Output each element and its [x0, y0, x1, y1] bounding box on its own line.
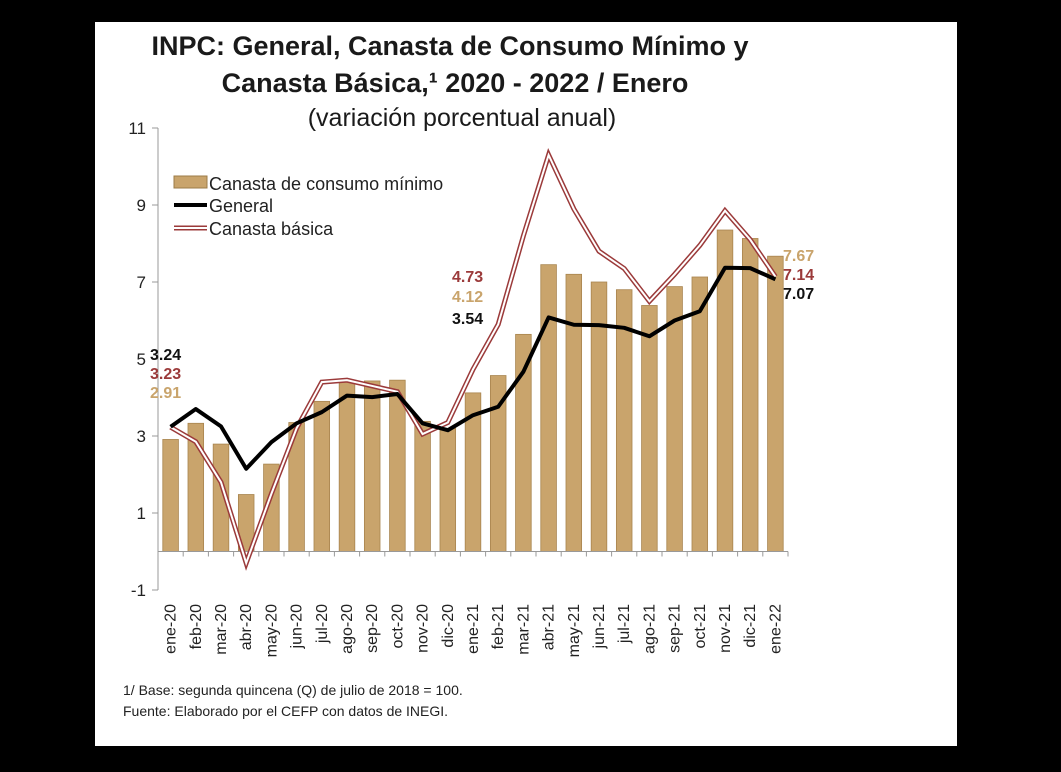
plot-area: -1 1 3 5 7 9 11 ene-20 feb-20 mar-20 abr-20 may-20 j… [128, 119, 789, 657]
x-tick-label: mar-20 [213, 604, 230, 655]
x-tick-label: ene-22 [767, 604, 784, 654]
chart-subtitle: (variación porcentual anual) [308, 104, 617, 132]
y-tick-label: 11 [128, 119, 146, 138]
x-tick-label: abr-20 [238, 604, 255, 650]
x-tick-label: ene-20 [163, 604, 180, 654]
chart-svg: INPC: General, Canasta de Consumo Mínimo… [123, 31, 814, 719]
label-start-basica: 3.23 [150, 366, 181, 383]
label-mid-minimo: 4.12 [452, 289, 483, 306]
bar-dic-21 [741, 238, 759, 552]
x-tick-label: jun-21 [591, 604, 608, 650]
bar-oct-20 [389, 379, 406, 552]
x-tick-label: ene-21 [465, 604, 482, 654]
bar-jun-21 [590, 281, 608, 552]
x-tick-label: jun-20 [289, 604, 306, 650]
series-canasta-basica-inner [170, 152, 777, 567]
label-end-minimo: 7.67 [783, 248, 814, 265]
x-tick-label: may-20 [263, 604, 280, 657]
legend: Canasta de consumo mínimo General Canast… [173, 174, 443, 239]
legend-label-basica: Canasta básica [209, 219, 334, 239]
y-tick-label: 1 [137, 504, 146, 523]
frame-border [1032, 40, 1061, 772]
label-end-general: 7.07 [783, 286, 814, 303]
x-tick-label: feb-21 [490, 604, 507, 649]
legend-label-general: General [209, 196, 273, 216]
x-tick-label: oct-21 [692, 604, 709, 649]
x-tick-label: abr-21 [541, 604, 558, 650]
note-source: Fuente: Elaborado por el CEFP con datos … [123, 703, 448, 719]
x-tick-label: may-21 [566, 604, 583, 657]
y-tick-label: 9 [137, 196, 146, 215]
legend-label-minimo: Canasta de consumo mínimo [209, 174, 443, 194]
x-tick-label: oct-20 [389, 604, 406, 649]
bar-ago-21 [641, 305, 658, 552]
x-tick-label: nov-21 [717, 604, 734, 653]
x-tick-label: feb-20 [188, 604, 205, 649]
x-tick-label: nov-20 [415, 604, 432, 653]
bar-oct-21 [691, 276, 709, 552]
label-mid-general: 3.54 [452, 311, 483, 328]
bar-may-21 [565, 273, 583, 552]
x-tick-label: jul-20 [314, 604, 331, 644]
y-tick-label: 7 [137, 273, 146, 292]
chart-title-line2: Canasta Básica,¹ 2020 - 2022 / Enero [222, 68, 689, 98]
x-tick-label: ago-21 [641, 604, 658, 654]
x-tick-label: sep-20 [364, 604, 381, 653]
x-tick-label: sep-21 [667, 604, 684, 653]
label-mid-basica: 4.73 [452, 269, 483, 286]
bar-ene-20 [162, 439, 179, 552]
bar-sep-20 [363, 380, 381, 552]
chart-title-line1: INPC: General, Canasta de Consumo Mínimo… [151, 31, 748, 61]
chart-panel: INPC: General, Canasta de Consumo Mínimo… [95, 22, 957, 746]
label-start-minimo: 2.91 [150, 385, 181, 402]
bar-ago-20 [338, 380, 356, 552]
bar-dic-20 [439, 427, 457, 552]
series-general-line [169, 265, 777, 471]
x-tick-label: ago-20 [339, 604, 356, 654]
bar-sep-21 [666, 286, 683, 552]
bar-abr-21 [540, 264, 557, 552]
y-tick-label: 3 [137, 427, 146, 446]
x-tick-label: mar-21 [515, 604, 532, 655]
bar-mar-21 [515, 333, 532, 552]
label-start-general: 3.24 [150, 347, 181, 364]
bar-ene-22 [767, 255, 784, 552]
y-tick-label: -1 [131, 581, 146, 600]
bar-jul-20 [313, 400, 331, 552]
bar-nov-20 [414, 420, 431, 552]
x-tick-label: jul-21 [616, 604, 633, 644]
y-tick-label: 5 [137, 350, 146, 369]
legend-swatch-minimo [173, 175, 208, 189]
label-end-basica: 7.14 [783, 267, 814, 284]
x-tick-label: dic-21 [742, 604, 759, 648]
x-tick-label: dic-20 [440, 604, 457, 648]
note-base: 1/ Base: segunda quincena (Q) de julio d… [123, 682, 463, 698]
